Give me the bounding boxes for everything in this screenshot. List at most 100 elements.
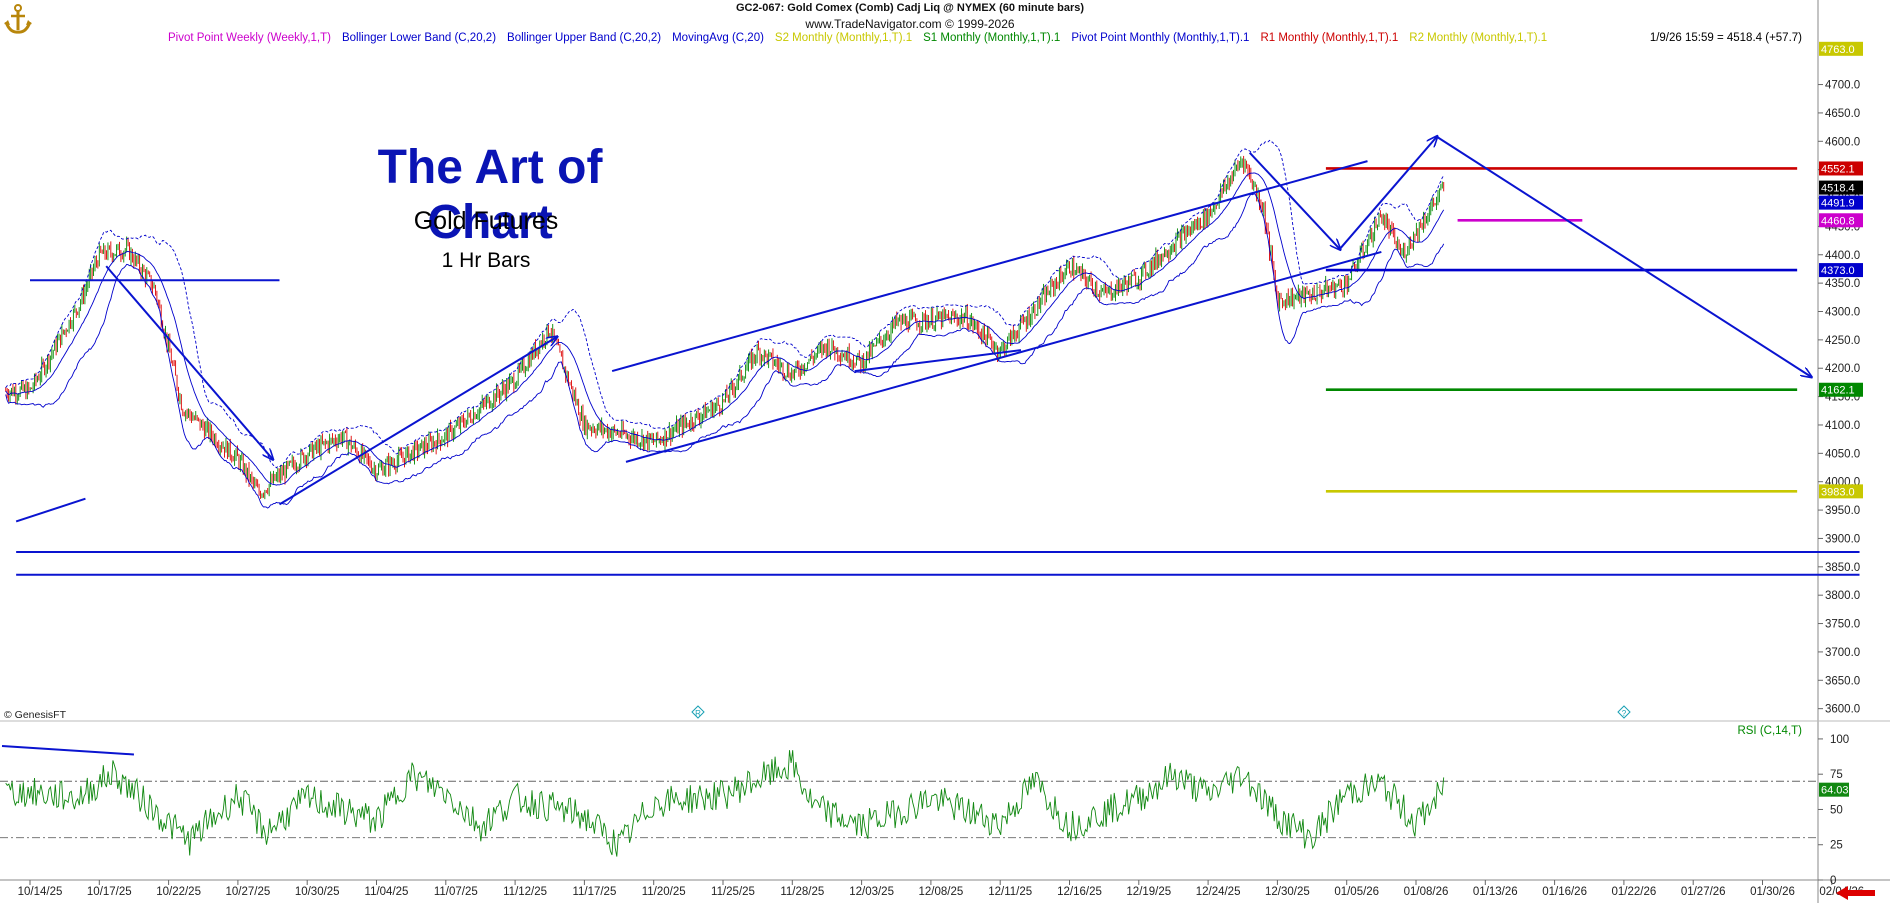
trend-arrow [1339, 137, 1437, 250]
trend-arrow [105, 265, 272, 459]
rsi-y-tick-label: 75 [1830, 769, 1843, 781]
price-y-tick-label: 4400.0 [1825, 250, 1860, 262]
date-tick-label: 12/03/25 [849, 886, 894, 898]
date-tick-label: 01/05/26 [1334, 886, 1379, 898]
price-y-tick-label: 3950.0 [1825, 505, 1860, 517]
date-tick-label: 11/04/25 [365, 886, 409, 898]
axis-tag-label: 4460.8 [1821, 215, 1855, 227]
trendline [854, 349, 1022, 373]
last-quote-readout: 1/9/26 15:59 = 4518.4 (+57.7) [1650, 32, 1802, 44]
rsi-last-tag [1819, 782, 1849, 797]
moving-average-line [5, 172, 1445, 486]
event-markers: R? [691, 705, 1631, 719]
rsi-y-tick-label: 0 [1830, 875, 1836, 887]
price-y-tick-label: 4600.0 [1825, 136, 1860, 148]
price-y-tick-label: 4350.0 [1825, 278, 1860, 290]
date-tick-label: 10/17/25 [87, 886, 132, 898]
date-tick-label: 01/27/26 [1681, 886, 1726, 898]
rsi-y-tick-label: 100 [1830, 734, 1849, 746]
axis-tag-box [1819, 180, 1863, 195]
legend-entry-4: S2 Monthly (Monthly,1,T).1 [775, 32, 912, 44]
event-marker-label: ? [1622, 709, 1627, 718]
rsi-line [5, 750, 1445, 857]
overlay-title: The Art of Chart [377, 141, 603, 249]
date-tick-label: 01/13/26 [1473, 886, 1518, 898]
trendlines [15, 137, 1860, 576]
date-tick-label: 10/14/25 [18, 886, 63, 898]
axis-tag-box [1819, 263, 1863, 278]
overlay-subtitle: Gold Futures [413, 207, 559, 235]
date-tick-label: 01/08/26 [1404, 886, 1449, 898]
rsi-y-tick-label: 50 [1830, 804, 1843, 816]
price-y-tick-label: 4100.0 [1825, 420, 1860, 432]
date-tick-label: 11/25/25 [711, 886, 755, 898]
date-tick-label: 11/07/25 [434, 886, 478, 898]
axis-tag-box [1819, 41, 1863, 56]
price-y-tick-label: 4250.0 [1825, 335, 1860, 347]
date-tick-label: 12/08/25 [919, 886, 964, 898]
date-x-axis: 10/14/25 10/17/25 10/22/25 10/27/25 10/30/25… [18, 880, 1875, 900]
price-y-tick-label: 3900.0 [1825, 533, 1860, 545]
legend: Pivot Point Weekly (Weekly,1,T) Bollinger… [168, 32, 1547, 44]
candles [5, 155, 1445, 500]
price-y-tick-label: 3750.0 [1825, 619, 1860, 631]
axis-tag-label: 4552.1 [1821, 163, 1855, 175]
price-y-tick-label: 3650.0 [1825, 675, 1860, 687]
bollinger-upper-band [5, 139, 1445, 469]
legend-entry-8: R2 Monthly (Monthly,1,T).1 [1409, 32, 1547, 44]
axis-tag-label: 4373.0 [1821, 265, 1855, 277]
legend-entry-6: Pivot Point Monthly (Monthly,1,T).1 [1071, 32, 1249, 44]
scroll-right-arrow-icon [1836, 886, 1875, 900]
date-tick-label: 11/28/25 [780, 886, 824, 898]
trendline [625, 250, 1382, 463]
legend-entry-0: Pivot Point Weekly (Weekly,1,T) [168, 32, 331, 44]
trendline [611, 160, 1368, 373]
copyright-line: www.TradeNavigator.com © 1999-2026 [805, 17, 1015, 31]
legend-entry-7: R1 Monthly (Monthly,1,T).1 [1260, 32, 1398, 44]
price-y-tick-label: 4050.0 [1825, 448, 1860, 460]
legend-entry-1: Bollinger Lower Band (C,20,2) [342, 32, 496, 44]
date-tick-label: 10/30/25 [295, 886, 340, 898]
date-tick-label: 11/12/25 [503, 886, 547, 898]
price-y-tick-label: 4300.0 [1825, 306, 1860, 318]
footer-credit: © GenesisFT [4, 709, 67, 721]
legend-entry-2: Bollinger Upper Band (C,20,2) [507, 32, 661, 44]
axis-tag-box [1819, 484, 1863, 499]
price-y-tick-label: 4650.0 [1825, 108, 1860, 120]
trendline [15, 497, 86, 523]
rsi-y-tick-label: 25 [1830, 840, 1843, 852]
axis-tag-box [1819, 382, 1863, 397]
event-marker-icon [1617, 705, 1631, 719]
event-marker-icon [691, 705, 705, 719]
axis-tag-box [1819, 195, 1863, 210]
legend-entry-3: MovingAvg (C,20) [672, 32, 764, 44]
date-tick-label: 12/30/25 [1265, 886, 1310, 898]
date-tick-label: 11/20/25 [642, 886, 686, 898]
rsi-panel: RSI (C,14,T) 100 75 50 25 0 64.03 [0, 725, 1849, 887]
price-y-tick-label: 3600.0 [1825, 704, 1860, 716]
date-tick-label: 12/24/25 [1196, 886, 1241, 898]
date-tick-label: 12/11/25 [988, 886, 1032, 898]
price-y-tick-label: 3700.0 [1825, 647, 1860, 659]
date-tick-label: 11/17/25 [572, 886, 616, 898]
event-marker-label: R [695, 709, 701, 718]
trend-arrow [1248, 151, 1340, 249]
axis-tag-box [1819, 213, 1863, 228]
overlay-bars-label: 1 Hr Bars [441, 249, 531, 272]
price-y-tick-label: 4700.0 [1825, 80, 1860, 92]
axis-tag-label: 4491.9 [1821, 198, 1855, 210]
axis-tag-label: 3983.0 [1821, 486, 1855, 498]
price-y-tick-label: 3800.0 [1825, 590, 1860, 602]
genesis-anchor-logo-icon[interactable] [2, 2, 34, 36]
trend-arrow [278, 337, 556, 506]
rsi-last-value: 64.03 [1821, 785, 1849, 797]
date-tick-label: 10/27/25 [226, 886, 271, 898]
chart-symbol-title: GC2-067: Gold Comex (Comb) Cadj Liq @ NY… [735, 2, 1085, 14]
axis-value-tags: 4763.0 4552.1 4518.4 4491.9 4460.8 4373.0 4162… [1819, 41, 1863, 499]
price-y-tick-label: 3850.0 [1825, 562, 1860, 574]
date-tick-label: 12/19/25 [1126, 886, 1171, 898]
axis-tag-box [1819, 161, 1863, 176]
date-tick-label: 12/16/25 [1057, 886, 1102, 898]
date-tick-label: 01/22/26 [1612, 886, 1657, 898]
